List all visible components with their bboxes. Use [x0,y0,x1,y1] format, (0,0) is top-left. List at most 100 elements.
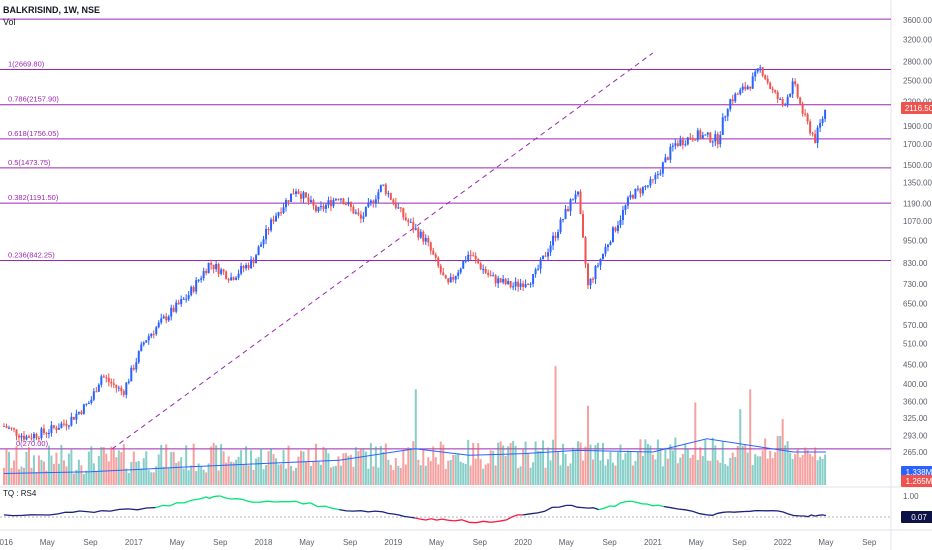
volume-bar [552,439,555,485]
candle-body [729,99,732,110]
volume-bar [20,466,23,485]
volume-bar [499,441,502,485]
candle-body [122,391,125,395]
candle-body [30,437,33,439]
candle-body [514,281,517,287]
candle-body [761,67,764,76]
volume-badge-down: 1.265M [901,475,932,487]
volume-bar [736,445,739,485]
candle-body [347,202,350,205]
candle-body [789,94,792,97]
volume-bar [142,458,145,485]
volume-bar [47,445,50,485]
candle-body [764,75,767,79]
volume-bar [312,461,315,485]
rs-value-badge-label: 0.07 [911,513,927,522]
candle-body [389,193,392,200]
volume-bar [631,465,634,485]
price-tick-label: 360.00 [903,397,928,406]
volume-bar [626,450,629,485]
volume-bar [567,466,570,485]
candle-body [10,427,13,429]
candle-body [746,86,749,90]
volume-bar [684,443,687,485]
volume-bar [130,461,133,485]
volume-bar [579,442,582,485]
volume-bar [50,455,53,485]
candle-body [664,157,667,163]
volume-bar [45,470,48,485]
volume-bar [457,453,460,485]
rs-line-segment [220,495,253,503]
volume-bar [267,451,270,485]
candle-body [504,279,507,285]
candle-body [774,90,777,93]
candle-body [474,255,477,259]
candle-body [539,259,542,269]
volume-bar [255,458,258,485]
volume-bar [257,457,260,485]
candle-body [452,276,455,280]
candle-body [157,322,160,328]
volume-bar [7,451,10,485]
volume-legend[interactable]: Vol [3,17,16,27]
candle-body [641,186,644,194]
rs-line-segment [155,498,199,509]
volume-bar [779,435,782,485]
volume-bar [82,474,85,485]
volume-bar [616,452,619,485]
candle-body [596,265,599,267]
candle-body [532,274,535,284]
candle-body [572,199,575,201]
candle-body [766,78,769,83]
candle-body [210,263,213,265]
candle-body [222,269,225,272]
candle-body [22,435,25,440]
time-tick-label: May [40,538,55,547]
candle-body [359,214,362,219]
volume-bar [507,446,510,485]
candle-body [387,193,390,195]
candle-body [307,197,310,202]
rs-line-segment [252,500,297,503]
candle-body [472,255,475,257]
volume-bar [319,464,322,485]
volume-bar [754,454,757,485]
volume-bar [147,470,150,485]
volume-bar [162,466,165,485]
candle-body [487,272,490,275]
candle-body [382,184,385,186]
price-axis: 3600.003200.002800.002500.002200.001900.… [903,16,932,457]
symbol-title[interactable]: BALKRISIND, 1W, NSE [3,5,101,15]
volume-bar [67,453,70,485]
volume-bar [200,466,203,485]
candle-body [424,237,427,242]
candle-body [190,287,193,296]
candle-body [107,377,110,382]
volume-bar [402,450,405,485]
candle-body [247,264,250,269]
candle-body [277,212,280,216]
time-tick-label: May [689,538,704,547]
candle-body [417,228,420,238]
volume-bar [726,465,729,485]
time-tick-label: 2016 [0,538,13,547]
candle-body [257,246,260,256]
volume-bar [477,443,480,485]
indicator-label[interactable]: TQ : RS4 [3,489,37,498]
candle-body [45,432,48,435]
candle-body [95,391,98,393]
candle-body [601,253,604,260]
volume-bar [669,444,672,485]
volume-bar [577,441,580,485]
candle-body [749,86,752,89]
volume-bar [90,446,93,485]
volume-bar [609,451,612,485]
volume-bar [282,450,285,485]
candle-body [52,425,55,428]
volume-bar [177,461,180,485]
volume-bar [417,459,420,485]
trendline [111,52,654,450]
volume-bar [110,446,113,485]
